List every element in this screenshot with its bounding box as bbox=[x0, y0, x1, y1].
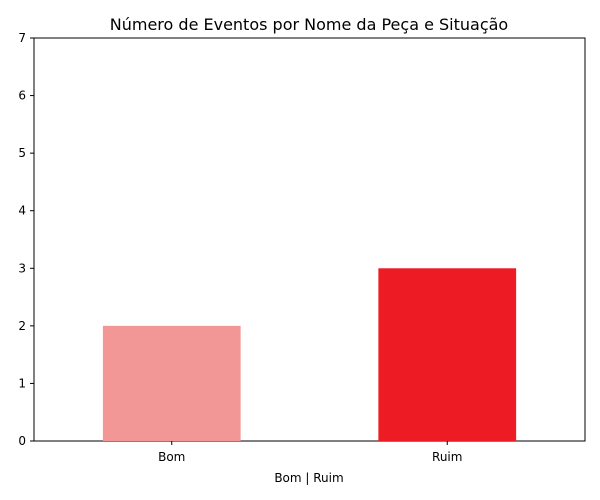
plot-area-frame bbox=[33, 37, 586, 442]
bar-ruim bbox=[378, 268, 517, 441]
x-tick-label: Ruim bbox=[432, 450, 462, 464]
y-tick-label: 4 bbox=[18, 204, 26, 218]
y-tick-label: 2 bbox=[18, 319, 26, 333]
bar-bom bbox=[102, 325, 241, 441]
y-tick-label: 0 bbox=[18, 434, 26, 448]
y-axis: 0 1 2 3 4 5 6 7 bbox=[18, 31, 34, 448]
bars bbox=[102, 268, 517, 441]
y-tick-label: 3 bbox=[18, 261, 26, 275]
y-tick-label: 7 bbox=[18, 31, 26, 45]
x-axis: Bom Ruim bbox=[158, 441, 462, 464]
y-tick-label: 6 bbox=[18, 89, 26, 103]
y-tick-label: 1 bbox=[18, 376, 26, 390]
chart-title: Número de Eventos por Nome da Peça e Sit… bbox=[110, 15, 508, 34]
y-tick-label: 5 bbox=[18, 146, 26, 160]
x-axis-label: Bom | Ruim bbox=[274, 471, 343, 485]
x-tick-label: Bom bbox=[158, 450, 185, 464]
